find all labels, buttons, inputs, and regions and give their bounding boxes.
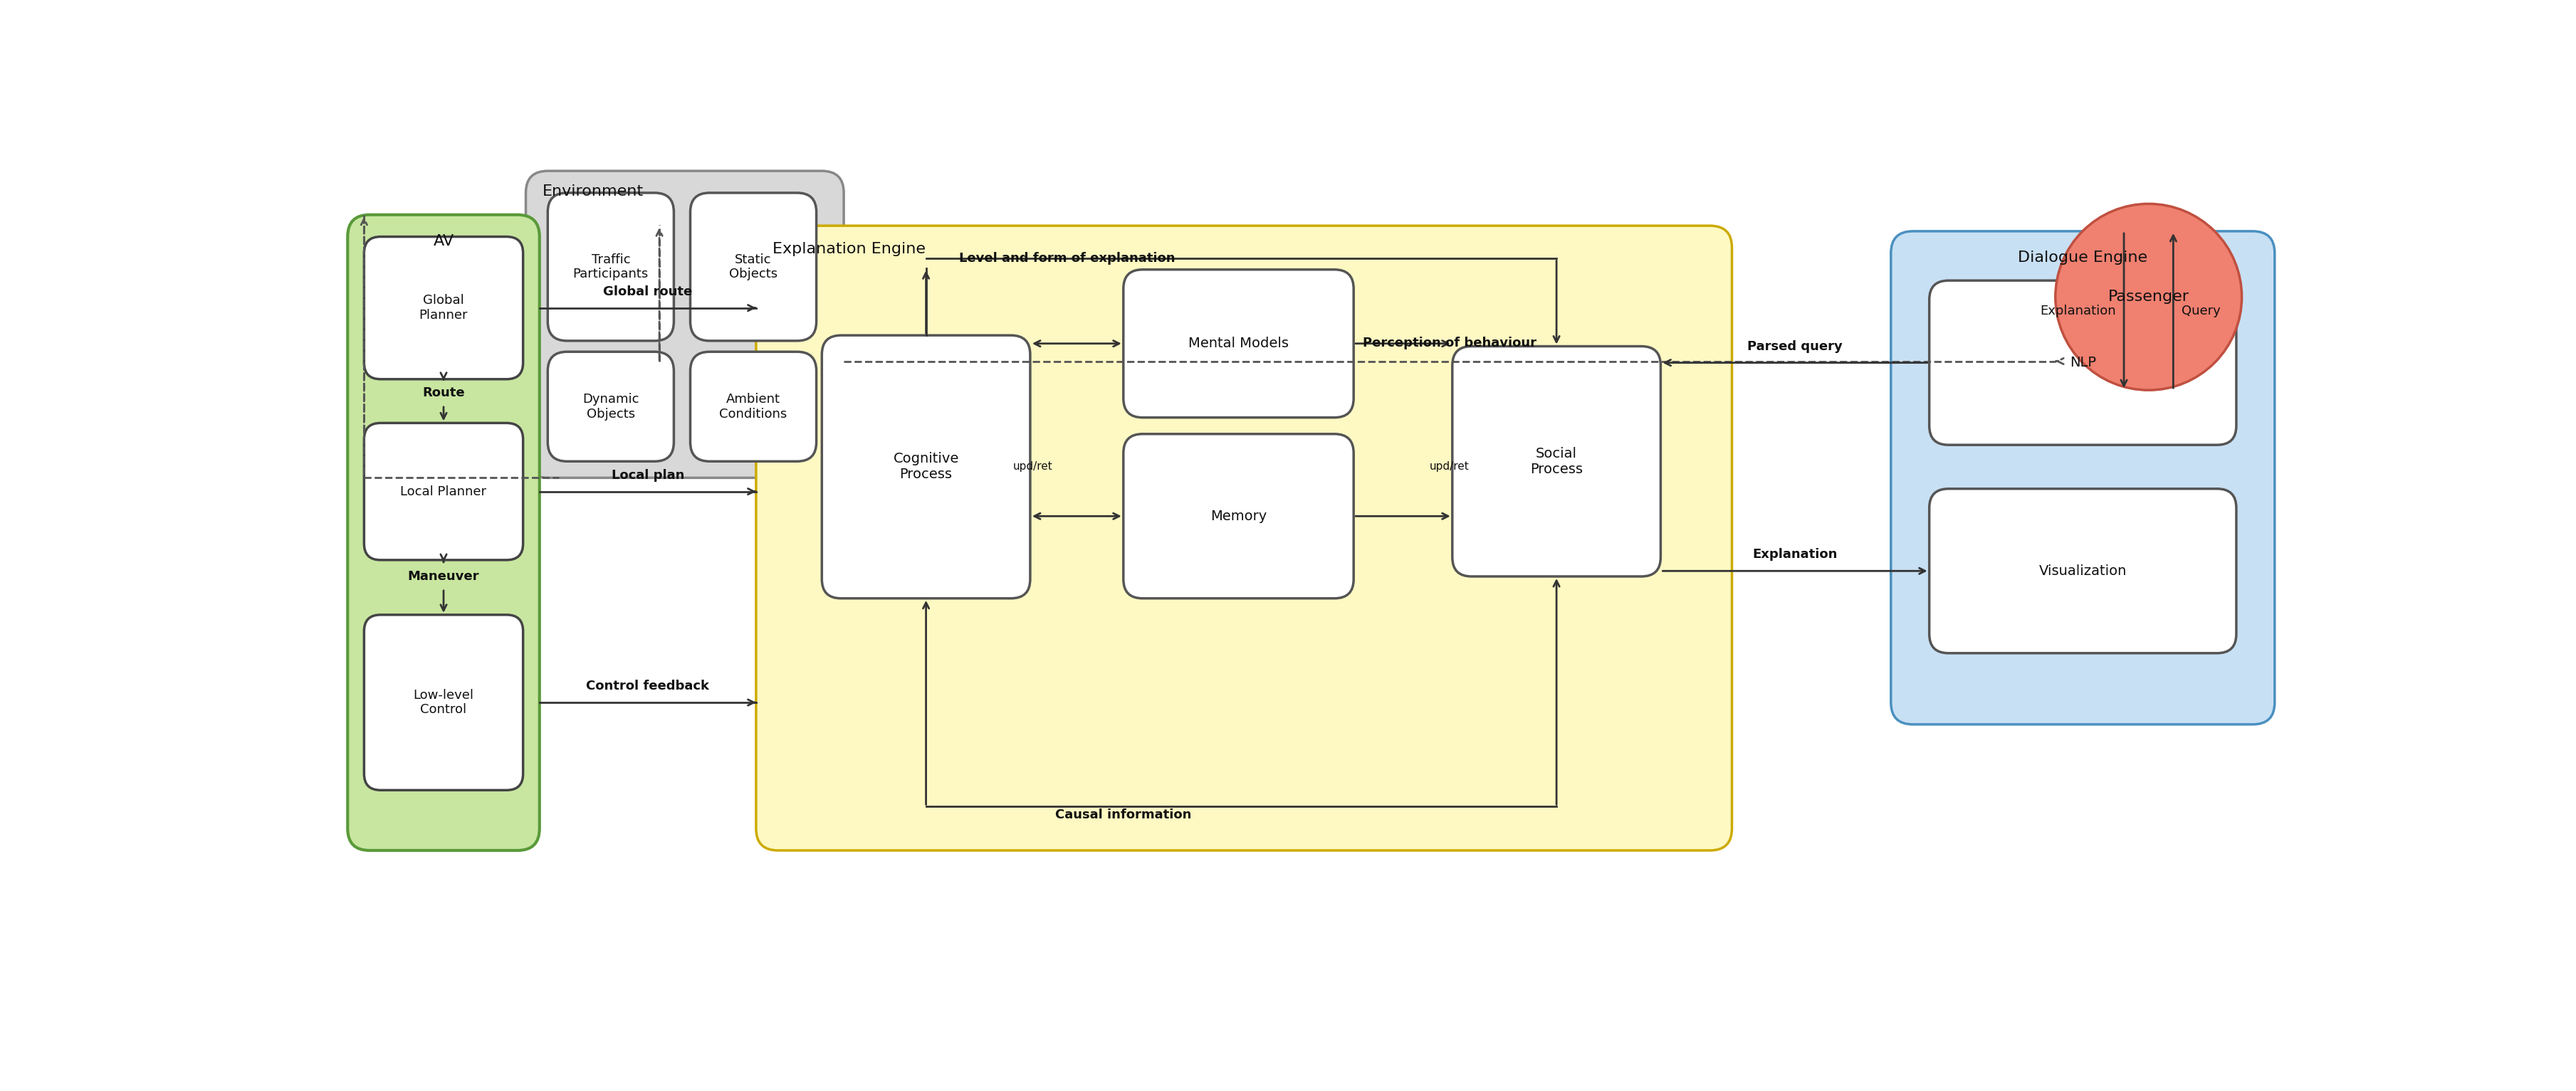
Text: Social
Process: Social Process bbox=[1530, 447, 1582, 476]
Text: Memory: Memory bbox=[1211, 509, 1267, 523]
FancyBboxPatch shape bbox=[526, 171, 845, 478]
Text: Maneuver: Maneuver bbox=[407, 570, 479, 583]
FancyBboxPatch shape bbox=[1891, 231, 2275, 724]
FancyBboxPatch shape bbox=[822, 335, 1030, 598]
Text: Query: Query bbox=[2182, 304, 2221, 317]
FancyBboxPatch shape bbox=[1453, 346, 1662, 576]
FancyBboxPatch shape bbox=[363, 423, 523, 560]
Text: Route: Route bbox=[422, 386, 464, 399]
Text: Low-level
Control: Low-level Control bbox=[412, 688, 474, 717]
Text: Dynamic
Objects: Dynamic Objects bbox=[582, 393, 639, 420]
Text: Ambient
Conditions: Ambient Conditions bbox=[719, 393, 788, 420]
FancyBboxPatch shape bbox=[1929, 489, 2236, 654]
FancyBboxPatch shape bbox=[1123, 269, 1352, 418]
Text: Dialogue Engine: Dialogue Engine bbox=[2017, 250, 2148, 265]
Text: Mental Models: Mental Models bbox=[1188, 337, 1288, 350]
Text: NLP: NLP bbox=[2069, 356, 2097, 370]
FancyBboxPatch shape bbox=[549, 351, 675, 461]
FancyBboxPatch shape bbox=[757, 226, 1731, 850]
FancyBboxPatch shape bbox=[363, 615, 523, 790]
FancyBboxPatch shape bbox=[363, 237, 523, 380]
Text: Explanation Engine: Explanation Engine bbox=[773, 242, 925, 256]
Text: Parsed query: Parsed query bbox=[1747, 340, 1842, 352]
Text: Control feedback: Control feedback bbox=[587, 680, 708, 693]
Text: Explanation: Explanation bbox=[1752, 549, 1837, 561]
Text: Global route: Global route bbox=[603, 285, 693, 298]
Text: Global
Planner: Global Planner bbox=[420, 295, 469, 322]
Text: Perception of behaviour: Perception of behaviour bbox=[1363, 336, 1535, 349]
Text: Causal information: Causal information bbox=[1056, 808, 1193, 822]
Text: Local plan: Local plan bbox=[611, 469, 685, 481]
Text: upd/ret: upd/ret bbox=[1012, 461, 1054, 472]
FancyBboxPatch shape bbox=[690, 351, 817, 461]
FancyBboxPatch shape bbox=[549, 193, 675, 340]
FancyBboxPatch shape bbox=[1123, 434, 1352, 598]
Text: Environment: Environment bbox=[544, 184, 644, 199]
Text: Visualization: Visualization bbox=[2038, 564, 2128, 578]
Text: Traffic
Participants: Traffic Participants bbox=[572, 253, 649, 280]
FancyBboxPatch shape bbox=[348, 215, 538, 850]
FancyBboxPatch shape bbox=[690, 193, 817, 340]
FancyBboxPatch shape bbox=[1929, 280, 2236, 445]
Text: upd/ret: upd/ret bbox=[1430, 461, 1468, 472]
Text: Cognitive
Process: Cognitive Process bbox=[894, 453, 958, 481]
Text: Passenger: Passenger bbox=[2107, 290, 2190, 304]
Text: Static
Objects: Static Objects bbox=[729, 253, 778, 280]
Text: Level and form of explanation: Level and form of explanation bbox=[958, 252, 1175, 265]
Text: Explanation: Explanation bbox=[2040, 304, 2115, 317]
Circle shape bbox=[2056, 204, 2241, 391]
Text: AV: AV bbox=[433, 233, 453, 248]
Text: Local Planner: Local Planner bbox=[399, 485, 487, 497]
